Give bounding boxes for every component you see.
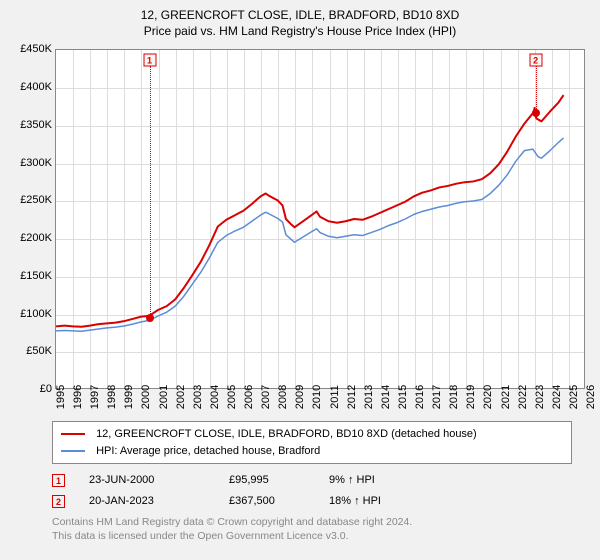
y-axis-label: £50K (10, 345, 52, 357)
x-axis-label: 2003 (192, 385, 204, 409)
x-axis-label: 2000 (140, 385, 152, 409)
sale-annotations: 1 23-JUN-2000 £95,995 9% ↑ HPI 2 20-JAN-… (52, 470, 590, 512)
y-axis-label: £400K (10, 81, 52, 93)
x-axis-label: 2015 (397, 385, 409, 409)
x-axis-label: 2005 (226, 385, 238, 409)
x-axis-label: 2002 (175, 385, 187, 409)
annotation-row: 2 20-JAN-2023 £367,500 18% ↑ HPI (52, 491, 590, 512)
x-axis-label: 1996 (72, 385, 84, 409)
footer-attribution: Contains HM Land Registry data © Crown c… (52, 516, 590, 543)
annotation-marker: 1 (52, 474, 65, 487)
y-axis-label: £0 (10, 383, 52, 395)
marker-dot (532, 109, 540, 117)
x-axis-label: 1997 (89, 385, 101, 409)
title-line-2: Price paid vs. HM Land Registry's House … (144, 24, 456, 38)
annotation-pct: 9% ↑ HPI (329, 470, 429, 491)
line-svg (56, 50, 584, 388)
x-axis-label: 2023 (534, 385, 546, 409)
x-axis-label: 2021 (500, 385, 512, 409)
chart-area: 12 £0£50K£100K£150K£200K£250K£300K£350K£… (10, 45, 590, 417)
x-axis-label: 2013 (363, 385, 375, 409)
x-axis-label: 2007 (260, 385, 272, 409)
x-axis-label: 2018 (448, 385, 460, 409)
legend-label-hpi: HPI: Average price, detached house, Brad… (96, 445, 320, 457)
y-axis-label: £200K (10, 232, 52, 244)
x-axis-label: 1995 (55, 385, 67, 409)
annotation-price: £95,995 (229, 470, 329, 491)
annotation-date: 20-JAN-2023 (89, 491, 229, 512)
marker-dot (146, 314, 154, 322)
legend-row-property: 12, GREENCROFT CLOSE, IDLE, BRADFORD, BD… (61, 426, 563, 443)
footer-line-1: Contains HM Land Registry data © Crown c… (52, 516, 412, 528)
y-axis-label: £450K (10, 43, 52, 55)
x-axis-label: 2008 (277, 385, 289, 409)
series-line-property (56, 95, 564, 327)
x-axis-label: 2004 (209, 385, 221, 409)
annotation-price: £367,500 (229, 491, 329, 512)
legend-label-property: 12, GREENCROFT CLOSE, IDLE, BRADFORD, BD… (96, 428, 477, 440)
y-axis-label: £350K (10, 119, 52, 131)
legend: 12, GREENCROFT CLOSE, IDLE, BRADFORD, BD… (52, 421, 572, 464)
series-line-hpi (56, 138, 564, 331)
x-axis-label: 2022 (517, 385, 529, 409)
legend-swatch-hpi (61, 450, 85, 452)
title-line-1: 12, GREENCROFT CLOSE, IDLE, BRADFORD, BD… (141, 8, 460, 22)
x-axis-label: 2009 (294, 385, 306, 409)
y-axis-label: £300K (10, 157, 52, 169)
x-axis-label: 2014 (380, 385, 392, 409)
annotation-marker: 2 (52, 495, 65, 508)
marker-box: 2 (529, 54, 542, 67)
x-axis-label: 2010 (311, 385, 323, 409)
x-axis-label: 2026 (585, 385, 597, 409)
x-axis-label: 1998 (106, 385, 118, 409)
legend-swatch-property (61, 433, 85, 435)
x-axis-label: 2025 (568, 385, 580, 409)
marker-box: 1 (143, 54, 156, 67)
chart-container: 12, GREENCROFT CLOSE, IDLE, BRADFORD, BD… (0, 0, 600, 549)
annotation-row: 1 23-JUN-2000 £95,995 9% ↑ HPI (52, 470, 590, 491)
x-axis-label: 2024 (551, 385, 563, 409)
annotation-date: 23-JUN-2000 (89, 470, 229, 491)
annotation-pct: 18% ↑ HPI (329, 491, 429, 512)
x-axis-label: 2020 (482, 385, 494, 409)
chart-title: 12, GREENCROFT CLOSE, IDLE, BRADFORD, BD… (10, 8, 590, 39)
y-axis-label: £100K (10, 308, 52, 320)
x-axis-label: 2006 (243, 385, 255, 409)
x-axis-label: 2019 (465, 385, 477, 409)
x-axis-label: 2011 (329, 385, 341, 409)
footer-line-2: This data is licensed under the Open Gov… (52, 530, 349, 542)
plot-area: 12 (55, 49, 585, 389)
x-axis-label: 2016 (414, 385, 426, 409)
x-axis-label: 1999 (123, 385, 135, 409)
x-axis-label: 2012 (346, 385, 358, 409)
legend-row-hpi: HPI: Average price, detached house, Brad… (61, 443, 563, 460)
y-axis-label: £150K (10, 270, 52, 282)
x-axis-label: 2001 (158, 385, 170, 409)
y-axis-label: £250K (10, 194, 52, 206)
x-axis-label: 2017 (431, 385, 443, 409)
